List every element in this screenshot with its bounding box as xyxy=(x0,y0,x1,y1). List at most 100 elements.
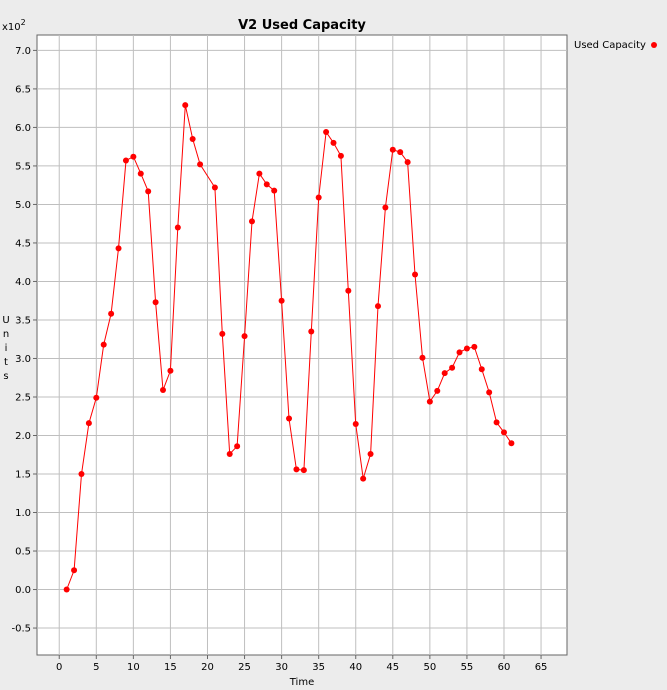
x-gridlines xyxy=(58,35,542,655)
data-point xyxy=(330,139,337,146)
data-point xyxy=(263,181,270,188)
data-point xyxy=(241,333,248,340)
multiplier-exponent: 2 xyxy=(21,18,26,27)
data-point xyxy=(115,245,122,252)
y-tick-label: 2.5 xyxy=(15,392,31,403)
y-tick-label: 5.0 xyxy=(15,200,31,211)
data-point xyxy=(441,370,448,377)
y-axis-ticks: -0.5 0.0 0.5 1.0 1.5 2.0 2.5 3.0 3.5 4.0 4.5 5.0 5.5… xyxy=(11,46,37,635)
data-point xyxy=(137,170,144,177)
y-tick-label: 1.0 xyxy=(15,508,31,519)
y-tick-label: 2.0 xyxy=(15,431,31,442)
data-point xyxy=(412,271,419,278)
data-point xyxy=(167,367,174,374)
x-tick-label: 50 xyxy=(423,662,436,673)
data-point xyxy=(145,188,152,195)
data-point xyxy=(234,443,241,450)
plot-area xyxy=(36,34,568,656)
data-point xyxy=(93,394,100,401)
data-point xyxy=(226,450,233,457)
data-point xyxy=(197,161,204,168)
legend-label: Used Capacity xyxy=(574,40,646,51)
data-point xyxy=(367,450,374,457)
x-tick-label: 0 xyxy=(56,662,62,673)
data-point xyxy=(360,475,367,482)
data-point xyxy=(248,218,255,225)
data-point xyxy=(122,157,129,164)
y-tick-label: 4.5 xyxy=(15,238,31,249)
y-axis-label-char: s xyxy=(3,371,8,382)
x-axis-ticks: 0 5 10 15 20 25 30 35 40 45 50 55 60 65 xyxy=(56,655,547,673)
y-tick-label: 3.5 xyxy=(15,315,31,326)
legend: Used Capacity xyxy=(574,40,657,51)
data-point xyxy=(382,204,389,211)
multiplier-base: x10 xyxy=(2,22,21,33)
x-tick-label: 30 xyxy=(275,662,288,673)
data-point xyxy=(160,387,167,394)
data-point xyxy=(397,149,404,156)
data-point xyxy=(508,440,515,447)
x-axis-label: Time xyxy=(289,677,314,688)
data-point xyxy=(493,419,500,426)
y-axis-label-char: t xyxy=(4,357,8,368)
data-point xyxy=(71,567,78,574)
y-tick-label: 6.5 xyxy=(15,84,31,95)
x-tick-label: 35 xyxy=(312,662,325,673)
y-tick-label: 3.0 xyxy=(15,354,31,365)
x-tick-label: 10 xyxy=(127,662,140,673)
data-point xyxy=(434,387,441,394)
y-tick-label: 0.5 xyxy=(15,547,31,558)
data-point xyxy=(449,364,456,371)
data-point xyxy=(374,303,381,310)
data-point xyxy=(211,184,218,191)
data-point xyxy=(63,586,70,593)
data-point xyxy=(174,224,181,231)
data-point xyxy=(419,354,426,361)
y-tick-label: 1.5 xyxy=(15,470,31,481)
data-point xyxy=(286,415,293,422)
data-point xyxy=(404,159,411,166)
y-axis-label-char: i xyxy=(5,343,8,354)
data-point xyxy=(300,467,307,474)
series-used-capacity xyxy=(63,102,515,593)
y-tick-label: 0.0 xyxy=(15,585,31,596)
data-point xyxy=(463,345,470,352)
data-point xyxy=(471,343,478,350)
data-point xyxy=(152,299,159,306)
y-axis-label-char: U xyxy=(2,315,9,326)
x-tick-label: 5 xyxy=(93,662,99,673)
series-line xyxy=(66,104,512,590)
y-tick-label: 5.5 xyxy=(15,161,31,172)
x-tick-label: 55 xyxy=(461,662,474,673)
data-point xyxy=(315,194,322,201)
x-tick-label: 65 xyxy=(535,662,548,673)
data-point xyxy=(219,330,226,337)
data-point xyxy=(78,471,85,478)
data-point xyxy=(352,420,359,427)
data-point xyxy=(100,341,107,348)
data-point xyxy=(345,287,352,294)
data-point xyxy=(130,153,137,160)
data-point xyxy=(478,366,485,373)
data-point xyxy=(108,310,115,317)
x-tick-label: 25 xyxy=(238,662,251,673)
data-point xyxy=(256,170,263,177)
data-point xyxy=(426,398,433,405)
data-point xyxy=(271,187,278,194)
x-tick-label: 40 xyxy=(349,662,362,673)
data-point xyxy=(293,466,300,473)
data-point xyxy=(85,420,92,427)
data-point xyxy=(182,102,189,109)
legend-marker xyxy=(651,42,657,48)
x-tick-label: 45 xyxy=(386,662,399,673)
x-tick-label: 15 xyxy=(164,662,177,673)
data-point xyxy=(278,297,285,304)
data-point xyxy=(308,328,315,335)
data-point xyxy=(389,146,396,153)
x-tick-label: 20 xyxy=(201,662,214,673)
chart-title: V2 Used Capacity xyxy=(238,18,366,33)
data-point xyxy=(189,135,196,142)
data-point xyxy=(456,349,463,356)
y-tick-label: -0.5 xyxy=(11,624,31,635)
